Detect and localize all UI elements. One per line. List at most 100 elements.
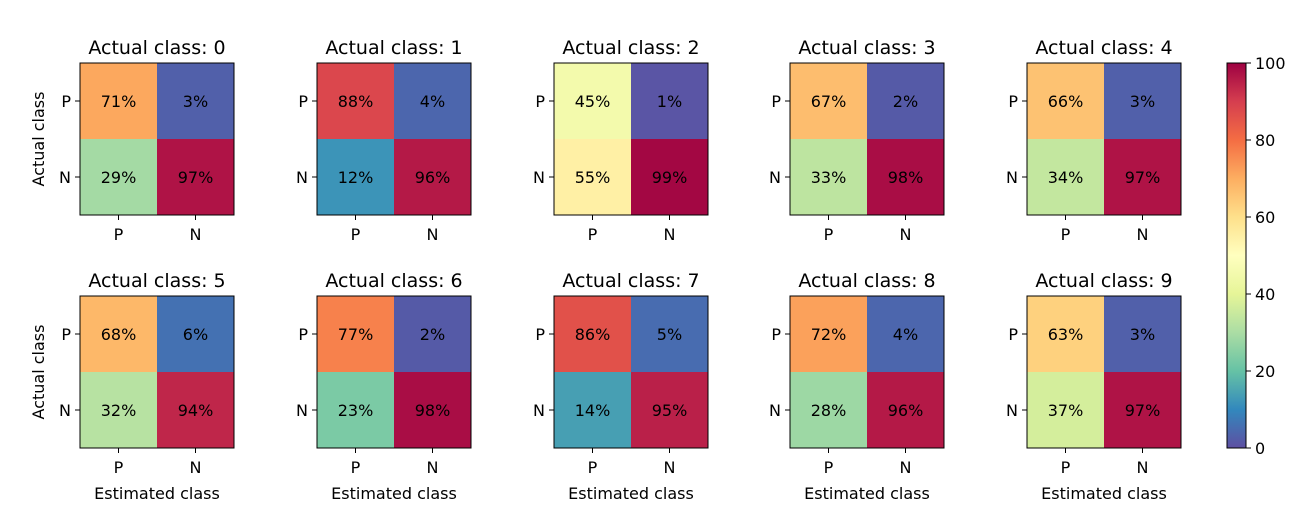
y-axis-label: Actual class (29, 325, 48, 420)
heatmap-cell (631, 139, 708, 215)
heatmap-cell (157, 63, 234, 139)
heatmap-cell (867, 139, 944, 215)
cell-value-label: 5% (657, 325, 682, 344)
cell-value-label: 99% (652, 168, 688, 187)
x-tick-label: N (664, 225, 676, 244)
cell-value-label: 1% (657, 92, 682, 111)
colorbar-tick-label: 60 (1255, 208, 1275, 227)
panel-frame (1026, 62, 1182, 216)
heatmap-cell (80, 139, 157, 215)
confusion-matrix-panel-1: Actual class: 1 88% 4% 12% 96% P N P N (296, 37, 472, 244)
panel-frame (553, 295, 709, 449)
heatmap-cell (394, 296, 471, 372)
heatmap-cell (790, 139, 867, 215)
x-tick-label: P (351, 458, 361, 477)
y-axis-label: Actual class (29, 92, 48, 187)
cell-value-label: 4% (420, 92, 445, 111)
panel-title: Actual class: 3 (798, 37, 935, 59)
confusion-matrix-panel-8: Actual class: 8 72% 4% 28% 96% P N P N Estimated … (769, 270, 945, 503)
cell-value-label: 33% (811, 168, 847, 187)
y-tick-label: P (535, 325, 545, 344)
x-tick-label: N (427, 225, 439, 244)
x-tick-label: N (1137, 458, 1149, 477)
cell-value-label: 98% (415, 401, 451, 420)
y-tick-label: P (61, 92, 71, 111)
y-tick-label: N (769, 401, 781, 420)
heatmap-cell (867, 296, 944, 372)
heatmap-cell (554, 139, 631, 215)
x-axis-label: Estimated class (568, 484, 694, 503)
cell-value-label: 98% (888, 168, 924, 187)
panel-title: Actual class: 9 (1035, 270, 1172, 292)
x-tick-label: P (1061, 458, 1071, 477)
y-tick-label: P (298, 92, 308, 111)
confusion-matrix-panel-0: Actual class: 0 71% 3% 29% 97% P N P N Actual cla… (29, 37, 235, 244)
cell-value-label: 71% (101, 92, 137, 111)
panel-frame (789, 295, 945, 449)
cell-value-label: 34% (1048, 168, 1084, 187)
cell-value-label: 3% (183, 92, 208, 111)
cell-value-label: 29% (101, 168, 137, 187)
panel-title: Actual class: 2 (562, 37, 699, 59)
heatmap-cell (1027, 372, 1104, 448)
cell-value-label: 37% (1048, 401, 1084, 420)
x-tick-label: N (190, 458, 202, 477)
heatmap-cell (157, 372, 234, 448)
cell-value-label: 12% (338, 168, 374, 187)
panel-title: Actual class: 5 (88, 270, 225, 292)
x-axis-label: Estimated class (331, 484, 457, 503)
panel-frame (316, 295, 472, 449)
heatmap-cell (317, 63, 394, 139)
colorbar-gradient (1226, 62, 1247, 449)
y-tick-label: P (298, 325, 308, 344)
heatmap-cell (790, 296, 867, 372)
panel-frame (553, 62, 709, 216)
y-tick-label: N (769, 168, 781, 187)
cell-value-label: 3% (1130, 92, 1155, 111)
cell-value-label: 96% (888, 401, 924, 420)
y-tick-label: N (533, 168, 545, 187)
y-tick-label: N (59, 168, 71, 187)
y-tick-label: P (61, 325, 71, 344)
cell-value-label: 67% (811, 92, 847, 111)
cell-value-label: 2% (420, 325, 445, 344)
x-tick-label: N (900, 458, 912, 477)
y-tick-label: N (296, 401, 308, 420)
cell-value-label: 63% (1048, 325, 1084, 344)
heatmap-cell (157, 296, 234, 372)
heatmap-cell (631, 296, 708, 372)
cell-value-label: 4% (893, 325, 918, 344)
confusion-matrix-panel-4: Actual class: 4 66% 3% 34% 97% P N P N (1006, 37, 1182, 244)
y-tick-label: P (771, 92, 781, 111)
x-tick-label: N (190, 225, 202, 244)
y-tick-label: P (1008, 325, 1018, 344)
heatmap-cell (80, 372, 157, 448)
heatmap-cell (1027, 63, 1104, 139)
x-tick-label: P (824, 225, 834, 244)
cell-value-label: 2% (893, 92, 918, 111)
panel-frame (79, 295, 235, 449)
cell-value-label: 95% (652, 401, 688, 420)
heatmap-cell (631, 63, 708, 139)
confusion-matrix-panel-2: Actual class: 2 45% 1% 55% 99% P N P N (533, 37, 709, 244)
y-tick-label: N (1006, 168, 1018, 187)
y-tick-label: N (1006, 401, 1018, 420)
panel-frame (79, 62, 235, 216)
colorbar-tick-label: 20 (1255, 362, 1275, 381)
cell-value-label: 86% (575, 325, 611, 344)
confusion-matrix-panel-7: Actual class: 7 86% 5% 14% 95% P N P N Estimated … (533, 270, 709, 503)
heatmap-cell (157, 139, 234, 215)
cell-value-label: 66% (1048, 92, 1084, 111)
y-tick-label: N (59, 401, 71, 420)
x-tick-label: P (824, 458, 834, 477)
panel-title: Actual class: 0 (88, 37, 225, 59)
y-tick-label: P (771, 325, 781, 344)
heatmap-cell (80, 63, 157, 139)
cell-value-label: 23% (338, 401, 374, 420)
heatmap-cell (317, 372, 394, 448)
x-tick-label: P (588, 458, 598, 477)
colorbar-tick-label: 80 (1255, 131, 1275, 150)
heatmap-cell (1104, 296, 1181, 372)
